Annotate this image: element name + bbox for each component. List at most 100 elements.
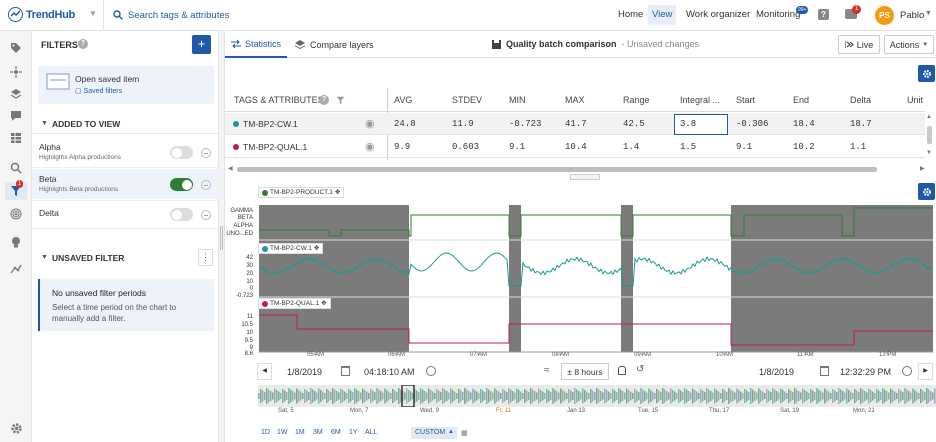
splitter-handle[interactable] (220, 226, 223, 250)
fingerprint-icon[interactable] (7, 205, 25, 223)
time-back-button[interactable]: ◀ (257, 363, 272, 380)
trend-chart[interactable] (225, 184, 936, 362)
horizontal-scrollbar-thumb[interactable] (237, 167, 877, 172)
filter-item-delta[interactable]: Delta (32, 203, 219, 225)
filter-toggle-alpha[interactable] (170, 146, 193, 159)
chevron-down-icon[interactable]: ▼ (41, 120, 48, 127)
scroll-up-icon[interactable]: ▲ (926, 114, 932, 120)
tab-compare-layers[interactable]: Compare layers (295, 31, 374, 58)
table-row[interactable]: TM-BP2-QUAL.1 ◉ 9.9 0.603 9.1 10.4 1.4 1… (225, 136, 925, 158)
clock-icon[interactable] (426, 366, 436, 376)
range-6m[interactable]: 6M (331, 429, 341, 436)
remove-filter-icon[interactable] (201, 180, 211, 190)
range-1w[interactable]: 1W (277, 429, 288, 436)
lane-label-qual[interactable]: TM-BP2-QUAL.1 ✥ (258, 298, 331, 309)
search-input[interactable]: Search tags & attributes (103, 0, 283, 30)
live-button[interactable]: Live (838, 35, 880, 54)
nav-home[interactable]: Home (618, 9, 644, 20)
help-icon[interactable]: ? (78, 39, 88, 49)
overview-selection-window[interactable] (401, 385, 415, 407)
table-icon[interactable] (7, 129, 25, 147)
table-row[interactable]: TM-BP2-CW.1 ◉ 24.8 11.9 -0.723 41.7 42.5… (225, 113, 925, 135)
vertical-scrollbar-thumb[interactable] (927, 126, 932, 144)
range-1y[interactable]: 1Y (349, 429, 358, 436)
logo[interactable]: TrendHub (8, 7, 75, 22)
lane-label-cw[interactable]: TM-BP2-CW.1 ✥ (258, 243, 324, 254)
asset-tree-icon[interactable] (7, 63, 25, 81)
chevron-down-icon[interactable]: ▼ (41, 254, 48, 261)
overview-strip[interactable] (258, 385, 936, 407)
end-time-input[interactable]: 12:32:29 PM (840, 367, 892, 377)
zoom-fit-icon[interactable]: ▦ (461, 430, 468, 437)
lane-label-product[interactable]: TM-BP2-PRODUCT.1 ✥ (258, 187, 345, 198)
clock-icon[interactable] (902, 366, 912, 376)
calendar-icon[interactable] (820, 366, 829, 376)
avatar[interactable]: PS (875, 6, 894, 25)
column-header-stdev[interactable]: STDEV (452, 95, 483, 105)
filter-item-beta[interactable]: Beta Highlights Beta productions (32, 169, 219, 199)
tag-icon[interactable] (7, 39, 25, 57)
open-saved-item-card[interactable]: Open saved item ▢ Saved filters (38, 66, 214, 104)
help-icon[interactable]: ? (818, 9, 829, 20)
start-date-input[interactable]: 1/8/2019 (287, 367, 323, 377)
cell-integral[interactable]: 3.8 (680, 119, 697, 129)
range-1m[interactable]: 1M (295, 429, 305, 436)
nav-view[interactable]: View (648, 5, 677, 25)
end-date-input[interactable]: 1/8/2019 (759, 367, 795, 377)
nav-work-organizer[interactable]: Work organizer (686, 9, 751, 20)
lightbulb-icon[interactable] (7, 233, 25, 251)
range-custom-button[interactable]: CUSTOM ▲ (411, 427, 457, 439)
column-header-min[interactable]: MIN (509, 95, 526, 105)
help-icon[interactable]: ? (319, 95, 329, 105)
chart-settings-button[interactable] (918, 183, 935, 200)
column-header-integral[interactable]: Integral ... (680, 95, 721, 105)
comments-icon[interactable] (7, 107, 25, 125)
user-name[interactable]: Pablo (900, 10, 925, 21)
time-forward-button[interactable]: ▶ (918, 363, 933, 380)
scroll-right-icon[interactable]: ▶ (920, 166, 925, 172)
search-icon[interactable] (7, 159, 25, 177)
move-icon[interactable]: ✥ (313, 245, 320, 252)
eye-icon[interactable]: ◉ (365, 141, 375, 153)
scatter-chart-icon[interactable] (7, 260, 25, 278)
range-3m[interactable]: 3M (313, 429, 323, 436)
column-header-avg[interactable]: AVG (394, 95, 413, 105)
actions-button[interactable]: Actions ▼ (884, 35, 934, 54)
chevron-down-icon[interactable]: ▼ (89, 9, 97, 18)
column-header-max[interactable]: MAX (565, 95, 585, 105)
reset-time-icon[interactable]: ↺ (636, 364, 645, 375)
column-header-delta[interactable]: Delta (850, 95, 872, 105)
add-filter-button[interactable]: + (192, 35, 211, 54)
column-header-range[interactable]: Range (623, 95, 650, 105)
saved-filters-link[interactable]: ▢ Saved filters (75, 87, 122, 95)
start-time-input[interactable]: 04:18:10 AM (364, 367, 415, 377)
lock-icon[interactable] (618, 366, 626, 375)
remove-filter-icon[interactable] (201, 148, 211, 158)
nav-monitoring[interactable]: Monitoring (756, 9, 801, 20)
layers-icon[interactable] (7, 85, 25, 103)
range-1d[interactable]: 1D (261, 429, 270, 436)
table-resize-handle[interactable] (570, 174, 600, 180)
tab-statistics[interactable]: Statistics (225, 31, 287, 58)
filter-icon[interactable] (336, 96, 345, 105)
move-icon[interactable]: ✥ (334, 189, 341, 196)
settings-gear-icon[interactable] (7, 419, 25, 437)
filter-toggle-beta[interactable] (170, 178, 193, 191)
column-header-tags[interactable]: TAGS & ATTRIBUTES (234, 95, 324, 105)
panel-splitter[interactable] (219, 31, 225, 442)
eye-icon[interactable]: ◉ (365, 118, 375, 130)
scroll-left-icon[interactable]: ◀ (228, 166, 233, 172)
column-header-start[interactable]: Start (736, 95, 756, 105)
shift-icon[interactable]: ≈ (544, 365, 550, 376)
user-menu-chevron-icon[interactable]: ▼ (925, 10, 932, 17)
time-span-button[interactable]: ± 8 hours (561, 363, 609, 380)
calendar-icon[interactable] (341, 366, 350, 376)
table-settings-button[interactable] (918, 65, 935, 82)
more-options-icon[interactable]: ⋮ (198, 249, 213, 266)
filter-item-alpha[interactable]: Alpha Highligths Alpha productions (32, 138, 219, 166)
column-header-end[interactable]: End (793, 95, 810, 105)
range-all[interactable]: ALL (365, 429, 378, 436)
move-icon[interactable]: ✥ (321, 300, 327, 307)
column-header-unit[interactable]: Unit (907, 95, 924, 105)
remove-filter-icon[interactable] (201, 210, 211, 220)
